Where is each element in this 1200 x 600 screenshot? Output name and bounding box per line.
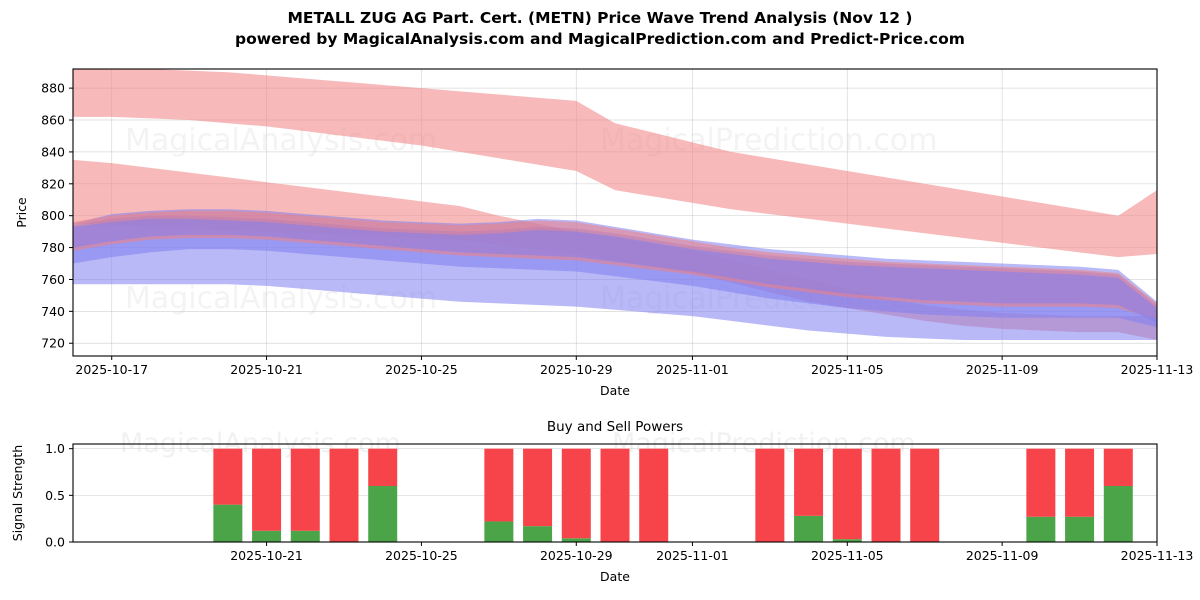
x-tick-label: 2025-10-29 (540, 362, 613, 377)
band-core-band (73, 218, 1157, 323)
bar-group (1103, 448, 1133, 542)
title-block: METALL ZUG AG Part. Cert. (METN) Price W… (0, 8, 1200, 50)
x-tick-label: 2025-11-01 (656, 548, 729, 563)
bar-buy-power (252, 530, 282, 542)
bar-group (561, 448, 591, 542)
bar-sell-power (561, 448, 591, 539)
bar-sell-power (910, 448, 940, 542)
x-tick-label: 2025-10-17 (75, 362, 148, 377)
y-tick-label: 820 (41, 176, 65, 191)
bar-group (368, 448, 398, 542)
bar-group (832, 448, 862, 542)
page-title: METALL ZUG AG Part. Cert. (METN) Price W… (287, 9, 913, 27)
bar-buy-power (1026, 516, 1056, 542)
x-tick-label: 2025-10-21 (230, 548, 303, 563)
bar-group (1065, 448, 1095, 542)
bar-sell-power (368, 448, 398, 486)
bar-sell-power (252, 448, 282, 531)
bar-buy-power (832, 539, 862, 542)
bar-layer (213, 448, 1133, 542)
bar-buy-power (794, 515, 824, 542)
bar-group (794, 448, 824, 542)
bar-sell-power (600, 448, 630, 542)
bar-group (755, 448, 785, 542)
y-tick-label: 860 (41, 113, 65, 128)
bar-sell-power (639, 448, 669, 542)
y-tick-label: 0.5 (45, 488, 65, 503)
buy-sell-panel: MagicalAnalysis.com MagicalPrediction.com… (10, 419, 1193, 584)
bar-group (484, 448, 514, 542)
bar-group (523, 448, 553, 542)
y-tick-label: 740 (41, 304, 65, 319)
bar-group (639, 448, 669, 542)
x-tick-label: 2025-10-25 (385, 548, 458, 563)
bar-sell-power (1103, 448, 1133, 486)
bar-sell-power (1065, 448, 1095, 517)
bar-sell-power (871, 448, 901, 542)
bar-buy-power (213, 504, 243, 542)
bar-sell-power (523, 448, 553, 527)
bar-group (252, 448, 282, 542)
y-tick-label: 760 (41, 272, 65, 287)
bar-sell-power (484, 448, 514, 522)
bar-group (329, 448, 359, 542)
x-tick-label: 2025-10-21 (230, 362, 303, 377)
x-tick-label: 2025-11-13 (1121, 362, 1194, 377)
bar-buy-power (523, 526, 553, 542)
x-tick-label: 2025-10-29 (540, 548, 613, 563)
bar-group (1026, 448, 1056, 542)
bar-group (600, 448, 630, 542)
bar-buy-power (1103, 486, 1133, 542)
y-tick-label: 0.0 (45, 535, 65, 550)
x-tick-label: 2025-11-13 (1121, 548, 1194, 563)
bar-sell-power (755, 448, 785, 542)
bar-sell-power (794, 448, 824, 516)
x-tick-label: 2025-11-09 (966, 548, 1039, 563)
x-tick-label: 2025-11-05 (811, 362, 884, 377)
x-tick-label: 2025-11-05 (811, 548, 884, 563)
bar-sell-power (832, 448, 862, 540)
band-layers (73, 69, 1157, 341)
bar-group (910, 448, 940, 542)
bar-buy-power (561, 538, 591, 542)
bar-sell-power (1026, 448, 1056, 517)
bar-group (871, 448, 901, 542)
bar-sell-power (329, 448, 359, 542)
x-tick-label: 2025-11-09 (966, 362, 1039, 377)
bar-group (213, 448, 243, 542)
y-axis-title: Signal Strength (10, 445, 25, 541)
bar-buy-power (368, 486, 398, 542)
y-tick-label: 1.0 (45, 441, 65, 456)
y-tick-label: 880 (41, 81, 65, 96)
y-tick-label: 780 (41, 240, 65, 255)
price-wave-panel: MagicalAnalysis.comMagicalPrediction.com… (14, 68, 1194, 398)
bar-buy-power (484, 521, 514, 542)
plot-frame (72, 68, 1158, 357)
y-axis-title: Price (14, 197, 29, 228)
bar-sell-power (290, 448, 320, 531)
x-tick-label: 2025-11-01 (656, 362, 729, 377)
plot-frame (72, 443, 1158, 543)
bar-sell-power (213, 448, 243, 505)
x-axis-title: Date (600, 569, 630, 584)
y-tick-label: 840 (41, 144, 65, 159)
y-tick-label: 800 (41, 208, 65, 223)
bar-buy-power (290, 530, 320, 542)
x-axis-title: Date (600, 383, 630, 398)
page-subtitle: powered by MagicalAnalysis.com and Magic… (235, 30, 965, 48)
band-upper-resistance-band (73, 69, 1157, 258)
bar-buy-power (1065, 516, 1095, 542)
subplot-title: Buy and Sell Powers (547, 419, 683, 435)
y-tick-label: 720 (41, 336, 65, 351)
x-tick-label: 2025-10-25 (385, 362, 458, 377)
bar-group (290, 448, 320, 542)
